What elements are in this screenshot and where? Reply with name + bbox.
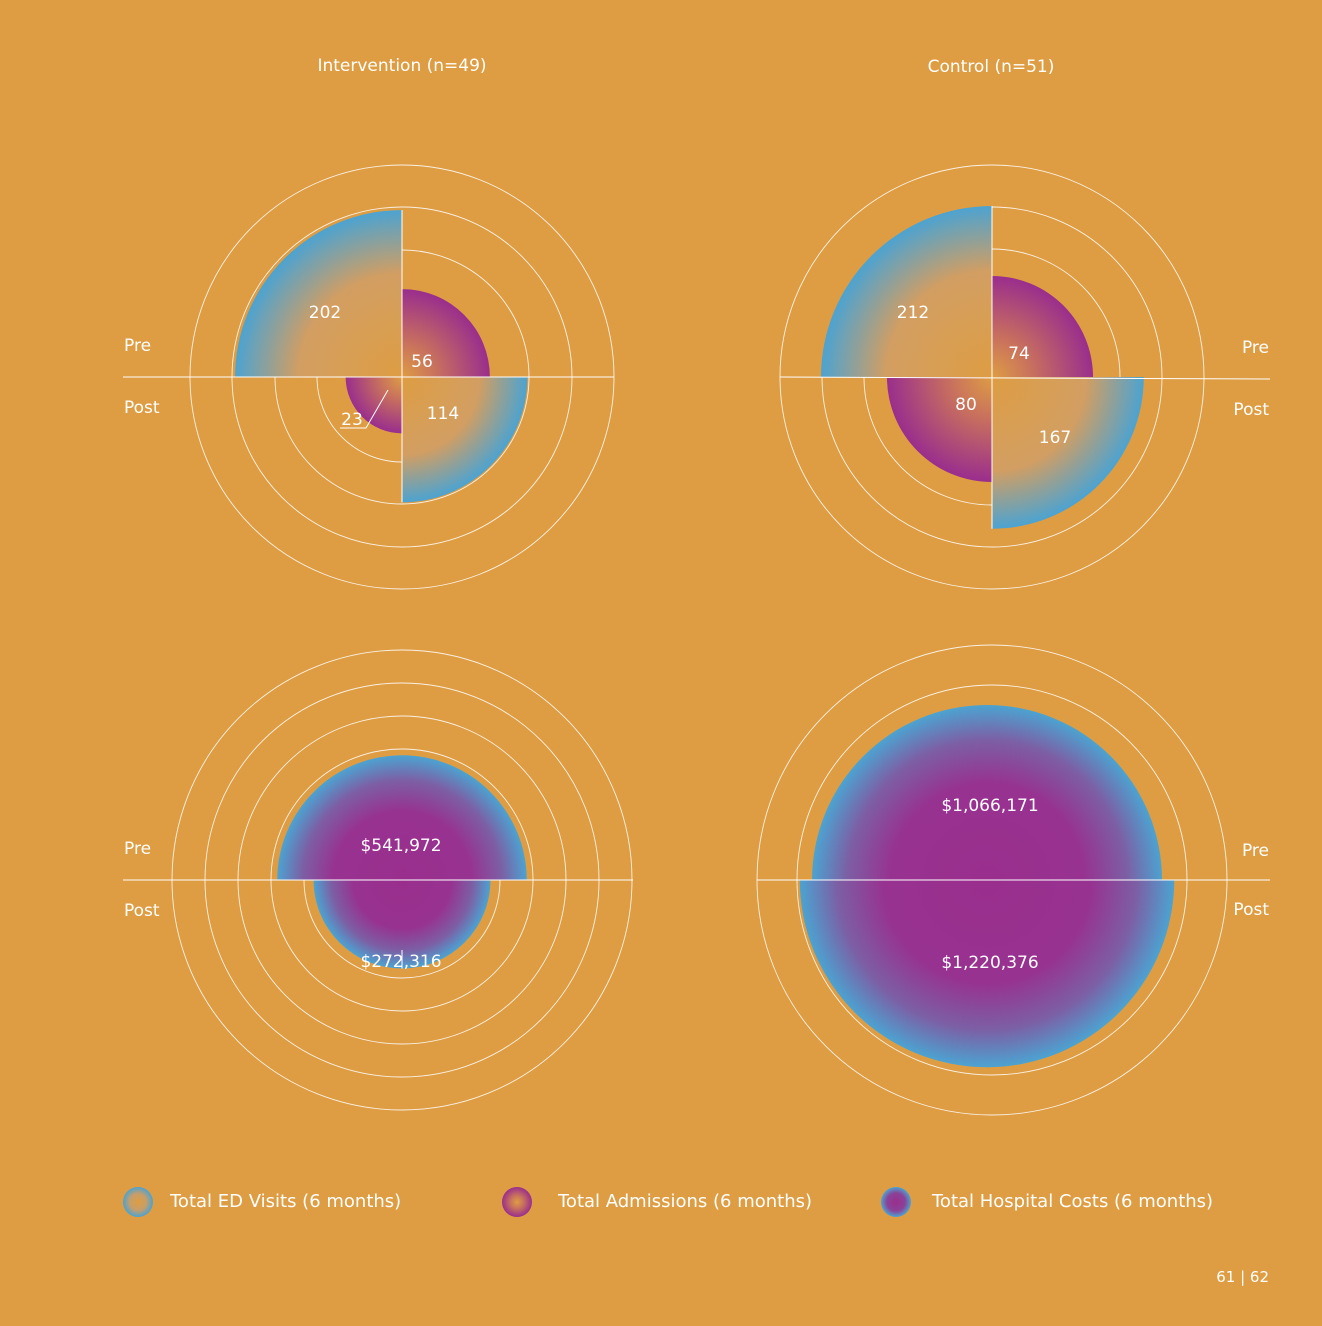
- control-costs-pre-half: [812, 705, 1162, 880]
- pre-label-top-left: Pre: [124, 336, 151, 356]
- page-number: 61 | 62: [1216, 1268, 1269, 1286]
- control-visits-axis: [779, 376, 1271, 380]
- intervention-ed-pre-wedge: [235, 210, 402, 377]
- pre-label-bottom-left: Pre: [124, 839, 151, 859]
- intervention-admissions-pre-label: 56: [411, 352, 433, 372]
- control-ed-pre-wedge: [821, 206, 992, 377]
- control-costs-post-half: [799, 880, 1175, 1068]
- control-admissions-post-label: 80: [955, 395, 977, 415]
- legend-ed-swatch: [123, 1187, 153, 1217]
- intervention-costs-pre-half: [277, 755, 527, 880]
- intervention-admissions-post-leader: [340, 389, 389, 429]
- intervention-admissions-post-label: 23: [341, 410, 363, 430]
- intervention-ed-post-label: 114: [427, 404, 459, 424]
- legend: Total ED Visits (6 months) Total Admissi…: [123, 1187, 1213, 1217]
- post-label-top-left: Post: [124, 398, 160, 418]
- pre-label-bottom-right: Pre: [1242, 841, 1269, 861]
- control-ed-post-wedge: [992, 377, 1144, 529]
- intervention-ed-pre-label: 202: [309, 303, 341, 323]
- intervention-costs-post-half: [313, 880, 491, 969]
- legend-costs-swatch: [881, 1187, 911, 1217]
- control-costs-pre-label: $1,066,171: [941, 796, 1038, 816]
- post-label-bottom-right: Post: [1233, 900, 1269, 920]
- legend-admissions-label: Total Admissions (6 months): [557, 1191, 812, 1212]
- control-ed-pre-label: 212: [897, 303, 929, 323]
- control-costs-post-label: $1,220,376: [941, 953, 1038, 973]
- control-ed-post-label: 167: [1039, 428, 1071, 448]
- chart-marks: [235, 206, 1175, 1068]
- legend-admissions-swatch: [502, 1187, 532, 1217]
- divider-lines: [123, 206, 1271, 969]
- intervention-admissions-pre-wedge: [402, 289, 490, 377]
- post-label-top-right: Post: [1233, 400, 1269, 420]
- intervention-costs-pre-label: $541,972: [360, 836, 441, 856]
- post-label-bottom-left: Post: [124, 901, 160, 921]
- pre-label-top-right: Pre: [1242, 338, 1269, 358]
- intervention-costs-post-label: $272,316: [360, 952, 441, 972]
- legend-costs-label: Total Hospital Costs (6 months): [931, 1191, 1213, 1212]
- control-admissions-post-wedge: [886, 377, 992, 483]
- control-admissions-pre-label: 74: [1008, 344, 1030, 364]
- intervention-ed-post-wedge: [402, 377, 528, 503]
- intervention-title: Intervention (n=49): [317, 56, 486, 76]
- legend-ed-label: Total ED Visits (6 months): [169, 1191, 401, 1212]
- value-labels: 202 114 56 23 212 167 74 80 $541,972 $272,316 $1,0…: [309, 303, 1071, 973]
- control-title: Control (n=51): [928, 57, 1055, 77]
- control-admissions-pre-wedge: [992, 275, 1094, 377]
